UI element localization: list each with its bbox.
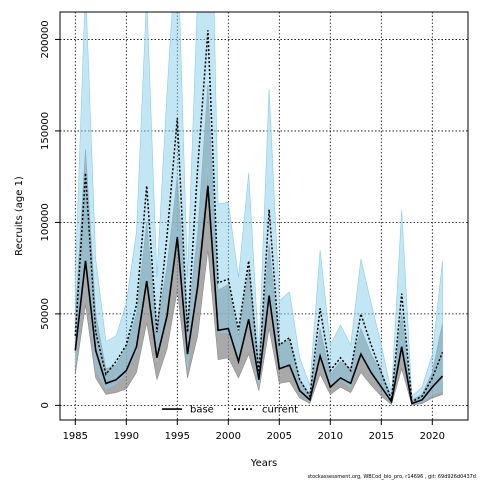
series-lines: [74, 30, 444, 405]
x-axis-title: Years: [250, 458, 277, 469]
legend-label-current: current: [262, 405, 298, 416]
y-tick-label: 0: [40, 402, 51, 408]
series-line-base: [74, 185, 444, 405]
y-tick-label: 150000: [40, 112, 51, 150]
x-tick-label: 2020: [420, 431, 445, 442]
x-tick-label: 1990: [114, 431, 139, 442]
confidence-bands: [75, 12, 443, 406]
band-current: [75, 12, 443, 405]
x-tick-label: 2000: [216, 431, 241, 442]
x-tick-label: 1985: [63, 431, 88, 442]
x-tick-label: 2010: [318, 431, 343, 442]
x-tick-label: 1995: [165, 431, 190, 442]
legend-label-base: base: [190, 405, 214, 416]
plot-frame: [59, 11, 469, 421]
x-axis-ticks: 1985 1990 1995 2000 2005 2010 2015 2020: [63, 420, 445, 442]
x-tick-label: 2005: [267, 431, 292, 442]
y-tick-label: 50000: [40, 298, 51, 330]
y-axis-ticks: 0 50000 100000 150000 200000: [40, 20, 60, 409]
y-tick-label: 100000: [40, 203, 51, 241]
y-axis-title: Recruits (age 1): [14, 176, 25, 256]
series-line-current: [74, 30, 444, 403]
legend: base current: [162, 405, 298, 416]
y-tick-label: 200000: [40, 20, 51, 58]
x-tick-label: 2015: [369, 431, 394, 442]
footer-credit: stockassessment.org, WBCod_bio_pro, r146…: [308, 474, 476, 480]
